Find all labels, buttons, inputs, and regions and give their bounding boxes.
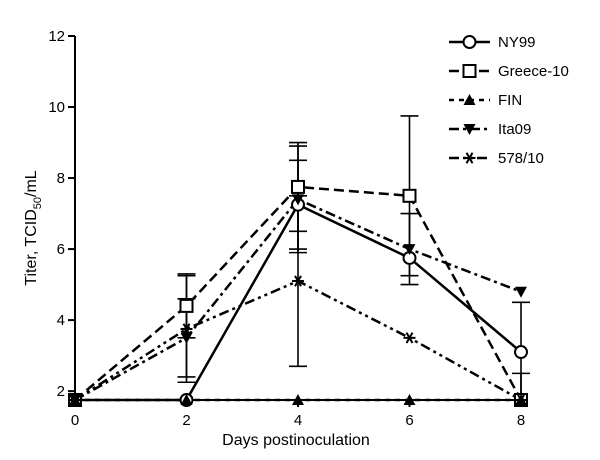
marker-greece-10: [179, 298, 194, 313]
legend-label-greece-10: Greece-10: [498, 63, 569, 80]
marker-ny99: [514, 345, 528, 360]
legend-label-578-10: 578/10: [498, 150, 544, 167]
legend-label-ny99: NY99: [498, 34, 536, 51]
x-axis-title: Days postinoculation: [222, 432, 370, 449]
y-axis-title-unit: /mL: [23, 170, 40, 197]
marker-fin: [403, 394, 416, 405]
x-tick-label: 2: [182, 412, 190, 429]
x-tick-label: 0: [71, 412, 79, 429]
legend-marker-ny99: [462, 35, 477, 49]
y-tick-label: 4: [57, 312, 65, 329]
marker-ita09: [180, 332, 193, 344]
y-tick-label: 8: [57, 170, 65, 187]
marker-578-10: [403, 332, 416, 344]
legend: NY99 Greece-10 FIN Ita09 578/10: [449, 34, 569, 167]
y-tick-label: 6: [57, 241, 65, 258]
x-tick-label: 4: [294, 412, 302, 429]
marker-greece-10: [291, 179, 305, 194]
y-tick-label: 10: [48, 99, 65, 116]
marker-578-10: [515, 394, 527, 406]
y-tick-label: 2: [57, 383, 65, 400]
marker-fin: [292, 394, 304, 405]
legend-marker-greece-10: [462, 64, 477, 78]
marker-fin: [180, 394, 193, 405]
marker-ita09: [515, 286, 527, 298]
marker-ita09: [292, 194, 304, 206]
legend-marker-ita09: [463, 124, 476, 135]
y-axis-title: Titer, TCID50/mL: [23, 170, 44, 285]
series-line-ita09: [74, 197, 522, 402]
marker-578-10: [180, 323, 193, 335]
y-axis-title-main: Titer, TCID: [23, 209, 40, 285]
marker-578-10: [292, 275, 304, 287]
marker-578-10: [69, 394, 81, 406]
y-axis-title-subscript: 50: [32, 197, 44, 209]
series-markers: [68, 179, 528, 407]
legend-marker-578-10: [463, 152, 476, 164]
x-tick-label: 8: [517, 412, 525, 429]
marker-ita09: [403, 244, 416, 256]
legend-marker-fin: [463, 94, 476, 105]
y-tick-label: 12: [48, 28, 65, 45]
x-tick-label: 6: [405, 412, 413, 429]
legend-label-fin: FIN: [498, 92, 522, 109]
marker-greece-10: [402, 188, 417, 203]
legend-label-ita09: Ita09: [498, 121, 531, 138]
